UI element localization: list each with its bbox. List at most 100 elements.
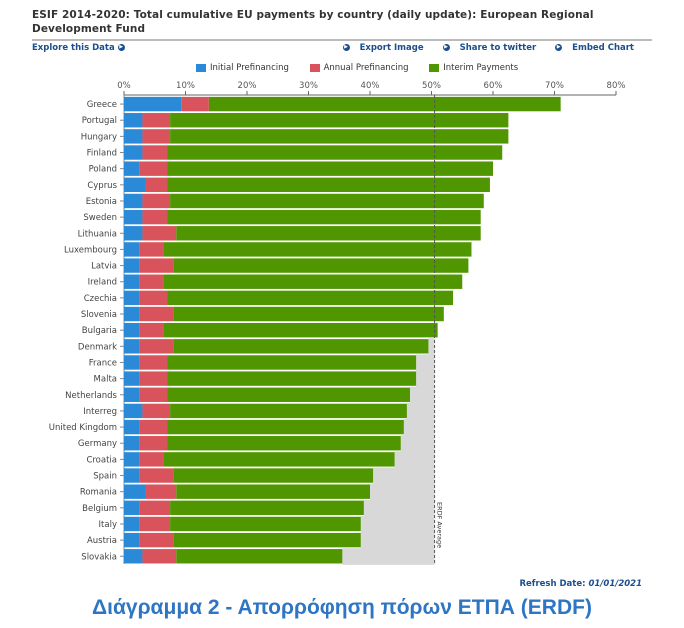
- average-gap: [360, 515, 435, 533]
- category-label: Cyprus: [87, 181, 117, 191]
- bar-interim-payments: [167, 209, 481, 225]
- bar-initial-prefinancing: [124, 452, 140, 467]
- legend-label-interim: Interim Payments: [443, 63, 519, 73]
- bar-annual-prefinancing: [139, 468, 174, 483]
- bar-annual-prefinancing: [139, 242, 164, 257]
- category-label: Poland: [89, 165, 117, 175]
- legend-label-initial: Initial Prefinancing: [210, 63, 289, 73]
- legend-item-annual[interactable]: Annual Prefinancing: [309, 63, 409, 73]
- average-gap: [416, 354, 435, 372]
- category-label: Malta: [94, 375, 117, 385]
- x-tick-label: 30%: [299, 81, 318, 91]
- bar-annual-prefinancing: [142, 145, 168, 160]
- x-tick-label: 70%: [545, 81, 564, 91]
- export-image-link[interactable]: ▶ Export Image: [335, 43, 424, 53]
- bar-interim-payments: [170, 129, 509, 144]
- bar-initial-prefinancing: [124, 177, 146, 193]
- x-tick-label: 80%: [607, 81, 626, 91]
- figure-caption: Διάγραμμα 2 - Απορρόφηση πόρων ΕΤΠΑ (ERD…: [92, 596, 592, 619]
- category-label: Sweden: [83, 213, 117, 223]
- average-gap: [400, 435, 435, 452]
- bar-annual-prefinancing: [139, 387, 168, 402]
- bar-annual-prefinancing: [139, 355, 168, 370]
- bar-initial-prefinancing: [124, 274, 140, 289]
- category-label: Romania: [80, 488, 117, 498]
- bar-initial-prefinancing: [124, 532, 140, 548]
- bar-interim-payments: [163, 322, 438, 338]
- category-label: Germany: [78, 439, 117, 449]
- average-gap: [360, 532, 435, 549]
- explore-data-link[interactable]: Explore this Data ▶: [32, 43, 127, 53]
- chart-header: ESIF 2014-2020: Total cumulative EU paym…: [32, 8, 652, 41]
- bar-interim-payments: [167, 387, 410, 402]
- export-icon: ▶: [342, 44, 350, 51]
- bar-initial-prefinancing: [124, 242, 140, 257]
- bar-annual-prefinancing: [139, 339, 174, 354]
- bar-interim-payments: [167, 436, 401, 451]
- bar-annual-prefinancing: [139, 274, 164, 289]
- bar-initial-prefinancing: [124, 387, 140, 402]
- category-label: United Kingdom: [49, 423, 117, 433]
- bar-annual-prefinancing: [139, 258, 174, 273]
- bar-interim-payments: [167, 161, 494, 176]
- bar-interim-payments: [163, 242, 472, 257]
- average-gap: [394, 451, 435, 468]
- bar-interim-payments: [173, 339, 429, 354]
- bar-initial-prefinancing: [124, 193, 143, 209]
- legend-swatch-interim: [429, 63, 440, 72]
- average-gap: [342, 548, 435, 565]
- legend-item-interim[interactable]: Interim Payments: [429, 63, 518, 73]
- average-gap: [428, 338, 435, 355]
- embed-icon: ▶: [555, 44, 563, 51]
- category-label: Lithuania: [78, 229, 117, 239]
- category-label: France: [89, 358, 117, 368]
- bar-annual-prefinancing: [142, 209, 168, 225]
- refresh-value: 01/01/2021: [588, 579, 642, 589]
- bar-annual-prefinancing: [139, 290, 168, 306]
- category-label: Latvia: [91, 262, 117, 272]
- average-gap: [373, 467, 435, 485]
- bar-interim-payments: [167, 419, 404, 435]
- bar-chart: 0% 10% 20% 30% 40% 50% 60% 70% 80% Greece Portugal…: [49, 81, 626, 565]
- bar-annual-prefinancing: [142, 549, 177, 564]
- bar-initial-prefinancing: [124, 258, 140, 273]
- legend-swatch-initial: [196, 63, 206, 72]
- category-label: Slovenia: [81, 310, 117, 320]
- x-tick-label: 10%: [176, 81, 195, 91]
- embed-label: Embed Chart: [572, 43, 634, 53]
- category-label: Netherlands: [65, 391, 117, 401]
- bar-initial-prefinancing: [124, 129, 143, 144]
- category-label: Austria: [87, 536, 117, 546]
- category-label: Croatia: [86, 455, 117, 465]
- category-label: Spain: [93, 472, 117, 482]
- average-label: ERDF Average: [436, 502, 444, 548]
- embed-chart-link[interactable]: ▶ Embed Chart: [547, 43, 634, 53]
- bar-initial-prefinancing: [124, 290, 140, 306]
- bar-interim-payments: [176, 226, 481, 241]
- legend-item-initial[interactable]: Initial Prefinancing: [196, 63, 289, 73]
- bar-annual-prefinancing: [139, 371, 168, 386]
- bar-initial-prefinancing: [124, 161, 140, 176]
- category-label: Greece: [87, 100, 117, 110]
- bar-initial-prefinancing: [124, 403, 143, 419]
- bar-initial-prefinancing: [124, 468, 140, 483]
- category-label: Hungary: [81, 132, 117, 142]
- share-twitter-link[interactable]: ▶ Share to twitter: [435, 43, 536, 53]
- chart-toolbar: Explore this Data ▶ ▶ Export Image ▶ Share…: [32, 43, 634, 55]
- refresh-date: Refresh Date: 01/01/2021: [519, 579, 642, 589]
- bar-annual-prefinancing: [139, 306, 174, 322]
- category-label: Estonia: [86, 197, 117, 207]
- bar-interim-payments: [173, 306, 444, 322]
- category-label: Interreg: [83, 407, 117, 417]
- bar-annual-prefinancing: [142, 193, 171, 209]
- bar-interim-payments: [173, 468, 374, 483]
- bar-interim-payments: [173, 532, 361, 548]
- bar-interim-payments: [170, 403, 407, 419]
- category-label: Denmark: [78, 342, 117, 352]
- bar-initial-prefinancing: [124, 113, 143, 128]
- bar-interim-payments: [176, 484, 370, 499]
- bar-initial-prefinancing: [124, 484, 146, 499]
- bar-interim-payments: [167, 371, 417, 386]
- category-label: Italy: [99, 520, 117, 530]
- bar-interim-payments: [170, 516, 361, 532]
